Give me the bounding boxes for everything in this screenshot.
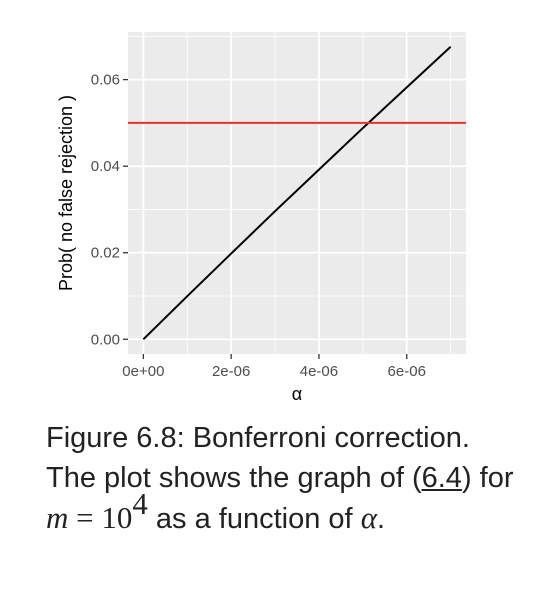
y-axis: 0.00 0.02 0.04 0.06 <box>91 72 128 348</box>
y-tick-label: 0.00 <box>91 331 120 348</box>
caption-text: as a function of <box>147 503 361 535</box>
series-line <box>142 45 452 340</box>
y-tick-label: 0.06 <box>91 72 120 89</box>
y-tick-label: 0.02 <box>91 245 120 262</box>
y-axis-title: Prob( no false rejection ) <box>56 95 76 291</box>
math-expression: = 10 <box>68 500 133 535</box>
x-tick-label: 0e+00 <box>122 363 164 380</box>
series-layer <box>128 45 466 340</box>
math-alpha: α <box>360 500 377 535</box>
figure-label: Figure 6.8: <box>46 422 185 454</box>
x-tick-label: 4e-06 <box>300 363 338 380</box>
x-tick-label: 2e-06 <box>212 363 250 380</box>
caption-text: Bonferroni correction. The plot shows th… <box>46 422 470 494</box>
math-exponent: 4 <box>132 486 148 521</box>
x-tick-label: 6e-06 <box>388 363 426 380</box>
x-axis: 0e+00 2e-06 4e-06 6e-06 <box>122 354 426 380</box>
caption-text: ) for <box>461 462 514 494</box>
math-variable: m <box>46 500 69 535</box>
caption-text: . <box>376 503 386 535</box>
y-tick-label: 0.04 <box>91 158 120 175</box>
figure-caption: Figure 6.8: Bonferroni correction. The p… <box>46 418 516 539</box>
grid-major <box>128 32 466 354</box>
equation-ref-link[interactable]: 6.4 <box>421 462 462 494</box>
x-axis-title: α <box>292 384 302 404</box>
chart: 0e+00 2e-06 4e-06 6e-06 0.000.020.040.06 α … <box>56 32 466 404</box>
